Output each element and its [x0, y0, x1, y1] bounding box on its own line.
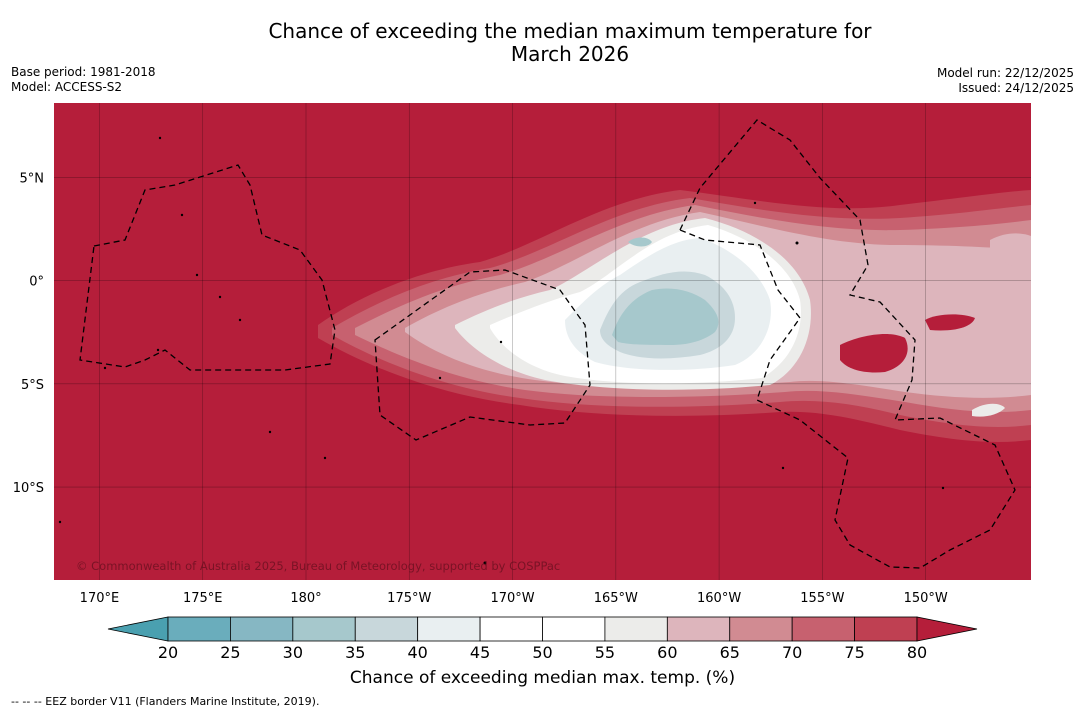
island-marker: [795, 241, 799, 245]
longitude-label: 165°W: [594, 591, 638, 606]
longitude-label: 150°W: [904, 591, 948, 606]
title-line-1: Chance of exceeding the median maximum t…: [268, 19, 872, 43]
latitude-label: 5°S: [21, 378, 44, 393]
contour-60-east-patch: [990, 233, 1031, 270]
longitude-label: 155°W: [800, 591, 844, 606]
graticule: [54, 103, 1031, 580]
colorbar-tick-label: 35: [345, 643, 365, 662]
colorbar-swatch: [230, 616, 294, 642]
latitude-labels: 5°N 0° 5°S 10°S: [13, 171, 44, 496]
colorbar-swatch: [354, 616, 419, 642]
title-line-2: March 2026: [510, 42, 630, 66]
base-period-text: Base period: 1981-2018: [11, 65, 156, 79]
longitude-label: 160°W: [697, 591, 741, 606]
contour-80-east: [840, 334, 908, 373]
colorbar-tick-label: 20: [158, 643, 178, 662]
island-marker: [103, 366, 107, 370]
colorbar-swatch: [417, 616, 481, 642]
colorbar-swatch: [542, 616, 606, 642]
latitude-label: 5°N: [20, 171, 45, 186]
longitude-labels: 170°E 175°E 180° 175°W 170°W 165°W 160°W 155°W 1…: [80, 591, 948, 606]
colorbar-title: Chance of exceeding median max. temp. (%…: [349, 668, 736, 688]
contour-30: [612, 288, 719, 345]
island-marker: [156, 348, 160, 352]
contour-80-east-2: [925, 314, 975, 331]
colorbar-swatch: [666, 616, 731, 642]
island-marker: [438, 376, 442, 380]
colorbar-tick-label: 30: [283, 643, 303, 662]
colorbar-under-arrow: [107, 616, 169, 642]
probability-contours: [318, 190, 1031, 442]
eez-border-kiribati-line: [679, 119, 1016, 569]
eez-legend: -- -- -- EEZ border V11 (Flanders Marine…: [11, 695, 320, 708]
eez-border-tuvalu: [79, 164, 336, 371]
copyright-text: © Commonwealth of Australia 2025, Bureau…: [76, 559, 560, 573]
colorbar-swatch: [604, 616, 668, 642]
colorbar-tick-label: 40: [407, 643, 427, 662]
island-marker: [218, 295, 222, 299]
longitude-label: 170°E: [80, 591, 120, 606]
island-marker: [781, 466, 785, 470]
colorbar-tick-label: 25: [220, 643, 240, 662]
colorbar-swatch: [729, 616, 793, 642]
colorbar-tick-label: 70: [782, 643, 802, 662]
colorbar-swatch: [167, 616, 231, 642]
colorbar-over-arrow: [916, 616, 978, 642]
longitude-label: 180°: [290, 591, 321, 606]
island-marker: [195, 273, 199, 277]
colorbar-tick-label: 60: [657, 643, 677, 662]
colorbar-tick-label: 75: [844, 643, 864, 662]
longitude-label: 170°W: [490, 591, 534, 606]
contour-55-east-patch: [972, 403, 1005, 417]
island-marker: [483, 561, 487, 565]
island-marker: [499, 340, 503, 344]
map-title: Chance of exceeding the median maximum t…: [0, 20, 1085, 66]
eez-border-tokelau: [374, 269, 591, 441]
contour-30-north: [628, 237, 652, 247]
latitude-label: 0°: [29, 275, 44, 290]
colorbar-swatch: [854, 616, 918, 642]
island-marker: [158, 136, 162, 140]
latitude-label: 10°S: [13, 481, 44, 496]
island-marker: [753, 201, 757, 205]
island-markers: [58, 136, 945, 565]
colorbar-swatch: [292, 616, 356, 642]
meta-left: Base period: 1981-2018 Model: ACCESS-S2: [11, 65, 156, 95]
colorbar-tick-label: 65: [720, 643, 740, 662]
island-marker: [323, 456, 327, 460]
longitude-label: 175°E: [183, 591, 223, 606]
model-run-text: Model run: 22/12/2025: [936, 66, 1074, 80]
island-marker: [180, 213, 184, 217]
model-text: Model: ACCESS-S2: [11, 80, 123, 94]
issued-text: Issued: 24/12/2025: [958, 81, 1074, 95]
colorbar-tick-label: 55: [595, 643, 615, 662]
colorbar-tick-label: 45: [470, 643, 490, 662]
map-panel: © Commonwealth of Australia 2025, Bureau…: [54, 103, 1031, 580]
colorbar-swatch: [479, 616, 543, 642]
eez-borders: [79, 119, 1016, 569]
meta-right: Model run: 22/12/2025 Issued: 24/12/2025: [937, 66, 1074, 96]
island-marker: [268, 430, 272, 434]
island-marker: [941, 486, 945, 490]
colorbar-tick-label: 80: [907, 643, 927, 662]
island-marker: [58, 520, 62, 524]
colorbar: 20 25 30 35 40 45 50 55 60 65 70 75 80: [107, 616, 978, 662]
island-marker: [238, 318, 242, 322]
colorbar-tick-label: 50: [532, 643, 552, 662]
longitude-label: 175°W: [387, 591, 431, 606]
colorbar-swatch: [791, 616, 855, 642]
